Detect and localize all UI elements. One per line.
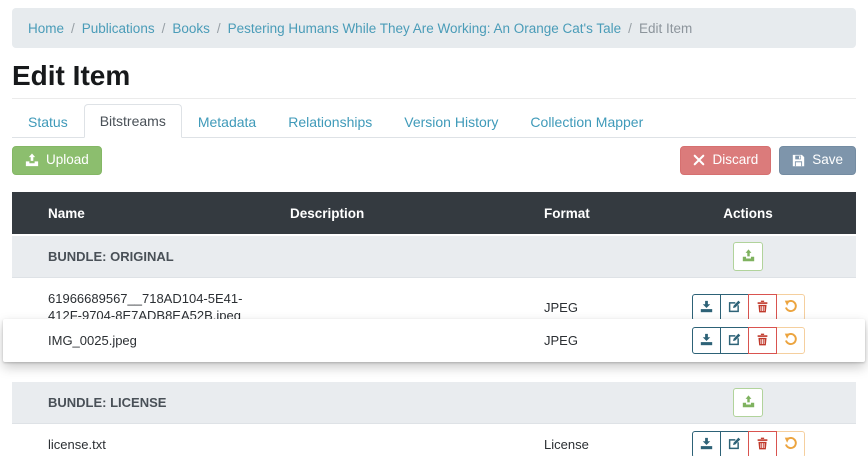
bitstream-name: IMG_0025.jpeg [48,333,137,348]
tab-status[interactable]: Status [28,114,68,130]
breadcrumb-publications[interactable]: Publications [81,20,155,36]
bitstream-format: JPEG [544,333,578,348]
breadcrumb-home[interactable]: Home [28,20,65,36]
tab-relationships[interactable]: Relationships [288,114,373,130]
delete-button[interactable] [747,294,777,321]
upload-icon [25,153,39,167]
x-icon [693,154,705,166]
save-button-label: Save [812,152,843,167]
discard-button[interactable]: Discard [680,146,772,175]
upload-button-label: Upload [46,152,89,167]
page-title: Edit Item [12,60,131,91]
tab-collection-mapper[interactable]: Collection Mapper [530,114,644,130]
undo-button[interactable] [775,294,805,321]
edit-pencil-icon [728,437,741,453]
tab-version-history[interactable]: Version History [404,114,499,130]
delete-button[interactable] [747,431,777,456]
tab-metadata[interactable]: Metadata [197,114,257,130]
row-actions [691,431,805,456]
bitstreams-table: Name Description Format Actions BUNDLE: … [12,192,856,456]
bitstream-name: license.txt [48,437,106,452]
upload-icon [742,394,755,411]
breadcrumb-current: Edit Item [638,20,693,36]
bitstream-format: License [544,437,589,452]
bundle-label: BUNDLE: ORIGINAL [48,249,174,264]
breadcrumb-separator: / [71,20,75,36]
bundle-row-original: BUNDLE: ORIGINAL [12,234,856,277]
undo-icon [784,299,797,316]
column-header-format: Format [544,205,590,221]
bundle-row-license: BUNDLE: LICENSE [12,380,856,423]
column-header-name: Name [48,205,85,221]
undo-icon [784,436,797,453]
edit-button[interactable] [719,294,749,321]
breadcrumb-books[interactable]: Books [172,20,210,36]
save-button[interactable]: Save [779,146,856,175]
undo-button[interactable] [775,431,805,456]
row-actions [691,294,805,321]
row-actions [691,327,805,354]
bundle-upload-button[interactable] [733,242,763,271]
download-button[interactable] [691,431,721,456]
discard-button-label: Discard [712,152,759,167]
trash-icon [756,437,769,453]
download-icon [700,437,713,453]
breadcrumb-separator: / [628,20,632,36]
tab-bitstreams[interactable]: Bitstreams [83,104,182,138]
table-header-row: Name Description Format Actions [12,192,856,234]
breadcrumb-separator: / [161,20,166,36]
undo-button[interactable] [775,327,805,354]
bitstream-description [290,288,544,290]
title-divider [12,98,856,99]
edit-pencil-icon [728,333,741,349]
download-button[interactable] [691,327,721,354]
undo-icon [784,332,797,349]
bitstream-row: license.txt License [12,423,856,456]
bundle-upload-button[interactable] [733,388,763,417]
breadcrumb: Home / Publications / Books / Pestering … [12,8,856,48]
floppy-disk-icon [792,154,805,167]
download-button[interactable] [691,294,721,321]
breadcrumb-item-title[interactable]: Pestering Humans While They Are Working:… [227,20,622,36]
edit-pencil-icon [728,300,741,316]
column-header-description: Description [290,205,365,221]
upload-icon [742,248,755,265]
bitstream-format: JPEG [544,300,578,315]
trash-icon [756,300,769,316]
edit-item-tabs: Status Bitstreams Metadata Relationships… [12,104,856,138]
breadcrumb-separator: / [216,20,221,36]
upload-button[interactable]: Upload [12,146,102,175]
download-icon [700,300,713,316]
delete-button[interactable] [747,327,777,354]
edit-button[interactable] [719,327,749,354]
edit-button[interactable] [719,431,749,456]
dragged-bitstream-row[interactable]: IMG_0025.jpeg JPEG [3,319,865,362]
bitstreams-toolbar: Upload Discard Save [12,146,856,175]
bundle-label: BUNDLE: LICENSE [48,395,167,410]
download-icon [700,333,713,349]
column-header-actions: Actions [723,205,773,221]
trash-icon [756,333,769,349]
